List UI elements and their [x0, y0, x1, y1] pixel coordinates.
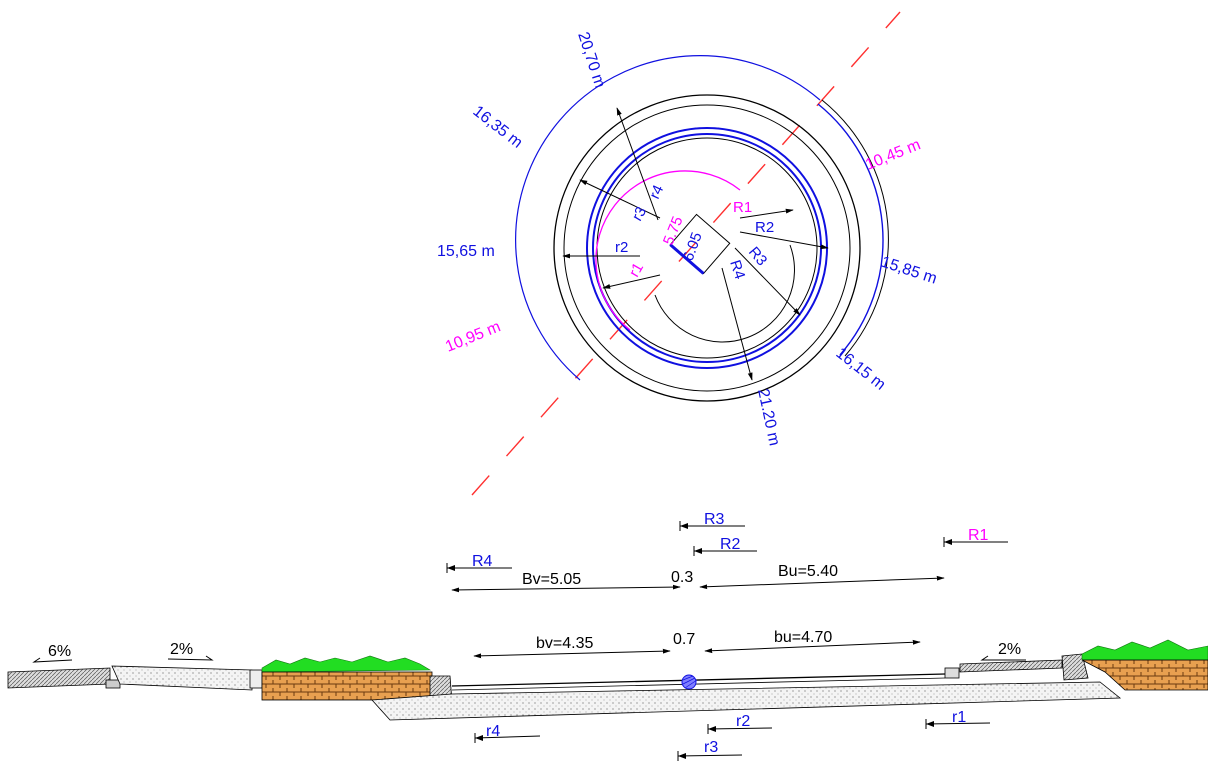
inner-black-arc [654, 244, 795, 343]
bmid-label: 0.7 [673, 631, 695, 648]
right-rail [959, 659, 1063, 673]
label-r1: r1 [626, 260, 647, 280]
Bv-dim-line [451, 584, 681, 593]
R2-arrow [739, 231, 829, 250]
label-R3: R3 [745, 244, 770, 270]
outer-left-arc [515, 55, 821, 381]
label-R2: R2 [755, 219, 774, 236]
bottom-radius-markers: r4 r2 r1 r3 [474, 709, 991, 761]
outer-ring-inner [563, 104, 851, 392]
outer-right-arc-2 [821, 99, 889, 357]
slope-left-outer: 6% [48, 643, 71, 660]
carriageway-base [371, 681, 1122, 721]
central-island [669, 213, 731, 275]
left-grass [261, 655, 432, 673]
Bu-dim-line [699, 575, 945, 590]
left-curb [249, 669, 263, 689]
bu-dim-line [704, 639, 921, 654]
dim-10-45: 10,45 m [863, 136, 923, 173]
slope-left-inner-arrow [167, 655, 214, 661]
slope-right: 2% [998, 641, 1021, 658]
right-brick-bed [1081, 659, 1208, 691]
bu-label: bu=4.70 [774, 629, 832, 646]
bottom-r3: r3 [704, 739, 718, 756]
r4-arrow [616, 107, 659, 221]
Bv-label: Bv=5.05 [522, 571, 581, 588]
dim-6-05: 6.05 [680, 230, 706, 263]
R1-arrow [739, 208, 794, 219]
bottom-r1: r1 [952, 709, 966, 726]
plan-view: 5.75 6.05 r4 r3 r2 r1 R1 R2 R3 R4 20,70 … [437, 11, 939, 496]
r3-arrow [579, 179, 661, 219]
top-R1: R1 [968, 527, 989, 544]
label-R4: R4 [726, 258, 748, 282]
dim-15-85: 15,85 m [879, 254, 939, 288]
dim-15-65: 15,65 m [437, 243, 495, 260]
dim-21-20: 21.20 m [754, 387, 783, 447]
dim-20-70: 20,70 m [574, 30, 608, 90]
Bmid-label: 0.3 [671, 569, 693, 586]
label-r4: r4 [646, 182, 667, 201]
right-grass [1081, 639, 1208, 661]
top-radius-markers: R3 R2 R1 R4 [446, 511, 1008, 573]
R4-arrow [721, 267, 753, 381]
outer-ring [553, 94, 861, 402]
right-curb-small [944, 667, 960, 679]
Bu-label: Bu=5.40 [778, 563, 838, 580]
top-R3: R3 [704, 511, 725, 528]
top-R2: R2 [720, 536, 741, 553]
outer-right-arc [817, 103, 884, 356]
label-r3: r3 [629, 204, 650, 224]
left-curb-small [105, 679, 121, 689]
top-R4: R4 [472, 553, 493, 570]
inner-magenta-arc [595, 170, 741, 331]
slope-left-inner: 2% [170, 641, 193, 658]
dim-16-15: 16,15 m [833, 345, 889, 394]
slope-right-arrow [980, 655, 1026, 661]
cross-section: R3 R2 R1 R4 Bv=5.05 0.3 Bu=5.40 bv=4.35 … [7, 511, 1208, 761]
dim-16-35: 16,35 m [470, 103, 526, 152]
left-gravel [111, 665, 253, 691]
axis-line [471, 11, 901, 496]
bottom-r4: r4 [486, 723, 500, 740]
label-r2: r2 [615, 239, 628, 256]
central-ring-c [596, 137, 818, 359]
carriageway-surface-2 [451, 677, 946, 691]
r1-arrow [602, 274, 661, 289]
bv-dim-line [473, 648, 671, 659]
dim-10-95: 10,95 m [443, 318, 503, 355]
bv-label: bv=4.35 [536, 635, 593, 652]
left-paving [7, 667, 111, 689]
label-R1: R1 [733, 199, 752, 216]
R3-arrow [734, 247, 801, 316]
right-curb-block [1061, 653, 1089, 681]
left-brick-bed [261, 671, 433, 701]
slope-left-outer-arrow [32, 657, 73, 663]
carriageway-surface [451, 673, 946, 687]
bottom-r2: r2 [736, 713, 750, 730]
center-marker [681, 674, 697, 690]
